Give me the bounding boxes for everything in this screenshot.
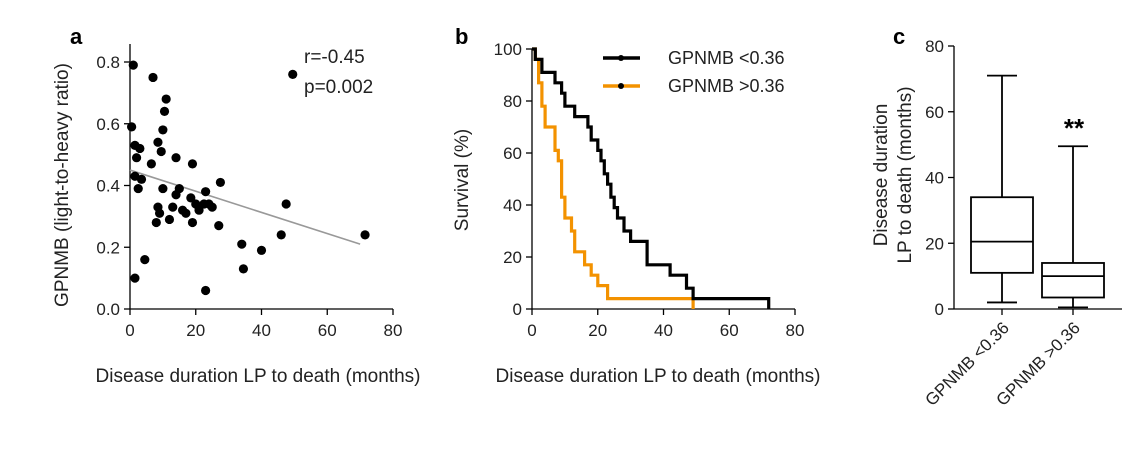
panel-label-a: a bbox=[70, 24, 83, 49]
panel-label-c: c bbox=[893, 24, 905, 49]
significance-marker: ** bbox=[1064, 113, 1085, 143]
panel-a-x-tick-label: 20 bbox=[186, 321, 205, 340]
scatter-point bbox=[151, 217, 161, 228]
panel-b-y-tick-label: 100 bbox=[494, 40, 522, 59]
panel-a-y-tick-label: 0.2 bbox=[96, 238, 120, 257]
scatter-point bbox=[171, 153, 181, 163]
scatter-point bbox=[148, 72, 158, 83]
scatter-point bbox=[164, 214, 175, 225]
scatter-point bbox=[276, 230, 286, 240]
survival-curve-2 bbox=[532, 47, 695, 309]
scatter-point bbox=[171, 190, 181, 200]
panel-a-y-tick-label: 0.8 bbox=[96, 53, 120, 72]
panel-a-x-tick-label: 0 bbox=[125, 321, 134, 340]
box-iqr bbox=[1041, 262, 1105, 299]
legend-marker-1 bbox=[618, 55, 624, 61]
scatter-point bbox=[158, 183, 168, 194]
scatter-point bbox=[204, 199, 214, 209]
panel-c-y-axis-label-line2: LP to death (months) bbox=[895, 86, 916, 263]
panel-b-y-tick-label: 20 bbox=[503, 248, 522, 267]
panel-a-x-tick-label: 40 bbox=[252, 321, 271, 340]
panel-b-x-tick-label: 60 bbox=[720, 321, 739, 340]
panel-c-y-axis-label-line1: Disease duration bbox=[871, 104, 892, 247]
scatter-point bbox=[159, 106, 170, 116]
scatter-point bbox=[127, 122, 137, 132]
scatter-point bbox=[360, 230, 370, 240]
panel-b-x-tick-label: 0 bbox=[527, 321, 536, 340]
scatter-point bbox=[187, 217, 198, 228]
scatter-point bbox=[186, 193, 196, 203]
legend-marker-2 bbox=[618, 83, 624, 89]
panel-a-x-tick-label: 80 bbox=[384, 321, 403, 340]
scatter-point bbox=[201, 187, 211, 197]
panel-b-x-tick-label: 40 bbox=[654, 321, 673, 340]
panel-b-survival: 0 20 40 60 80 0 20 40 60 80 100 bbox=[494, 40, 805, 340]
panel-b-y-tick-label: 80 bbox=[503, 92, 522, 111]
scatter-point bbox=[238, 264, 249, 274]
panel-a-scatter: 0 20 40 60 80 0.0 0.2 0.4 0.6 0.8 bbox=[96, 44, 402, 340]
scatter-point bbox=[135, 143, 145, 154]
panel-a-x-axis-label: Disease duration LP to death (months) bbox=[96, 366, 421, 387]
panel-b-x-tick-label: 20 bbox=[588, 321, 607, 340]
scatter-point bbox=[131, 153, 142, 163]
scatter-point bbox=[288, 69, 298, 79]
panel-a-y-tick-label: 0.0 bbox=[96, 300, 120, 319]
scatter-point bbox=[215, 177, 226, 188]
scatter-point bbox=[201, 285, 211, 296]
panel-c-y-tick-label: 0 bbox=[935, 300, 944, 319]
scatter-point bbox=[158, 125, 168, 135]
scatter-point bbox=[130, 273, 140, 283]
panel-b-x-tick-label: 80 bbox=[786, 321, 805, 340]
scatter-point bbox=[136, 174, 147, 184]
scatter-point bbox=[154, 208, 165, 218]
legend-label-2: GPNMB >0.36 bbox=[668, 76, 785, 96]
panel-b-y-axis-label: Survival (%) bbox=[452, 129, 473, 231]
panel-c-y-tick-label: 20 bbox=[925, 234, 944, 253]
scatter-point bbox=[214, 221, 224, 231]
legend-label-1: GPNMB <0.36 bbox=[668, 48, 785, 68]
scatter-point bbox=[256, 245, 267, 255]
scatter-point bbox=[156, 146, 166, 157]
legend: GPNMB <0.36 GPNMB >0.36 bbox=[603, 48, 785, 96]
panel-b-y-tick-label: 40 bbox=[503, 196, 522, 215]
panel-b-y-tick-label: 60 bbox=[503, 144, 522, 163]
annotation-r: r=-0.45 bbox=[304, 47, 365, 68]
panel-label-b: b bbox=[455, 24, 468, 49]
scatter-point bbox=[181, 208, 191, 218]
scatter-point bbox=[281, 199, 291, 209]
regression-line bbox=[129, 169, 361, 245]
box-iqr bbox=[970, 196, 1034, 274]
scatter-point bbox=[128, 60, 138, 70]
scatter-point bbox=[146, 159, 156, 169]
panel-a-y-axis-label: GPNMB (light-to-heavy ratio) bbox=[52, 63, 73, 307]
panel-a-x-tick-label: 60 bbox=[318, 321, 337, 340]
scatter-point bbox=[133, 183, 143, 194]
scatter-point bbox=[187, 159, 198, 169]
annotation-p: p=0.002 bbox=[304, 77, 373, 98]
scatter-point bbox=[168, 202, 178, 212]
panel-a-y-tick-label: 0.6 bbox=[96, 115, 120, 134]
scatter-point bbox=[153, 137, 163, 147]
panel-c-y-tick-label: 40 bbox=[925, 169, 944, 188]
panel-c-y-tick-label: 80 bbox=[925, 37, 944, 56]
survival-curve-1 bbox=[532, 47, 771, 309]
panel-b-y-tick-label: 0 bbox=[513, 300, 522, 319]
panel-a-y-tick-label: 0.4 bbox=[96, 177, 120, 196]
scatter-point bbox=[161, 94, 171, 104]
panel-b-x-axis-label: Disease duration LP to death (months) bbox=[496, 366, 821, 387]
scatter-point bbox=[194, 205, 204, 215]
scatter-point bbox=[237, 239, 247, 249]
scatter-point bbox=[140, 255, 150, 265]
panel-c-y-tick-label: 60 bbox=[925, 103, 944, 122]
